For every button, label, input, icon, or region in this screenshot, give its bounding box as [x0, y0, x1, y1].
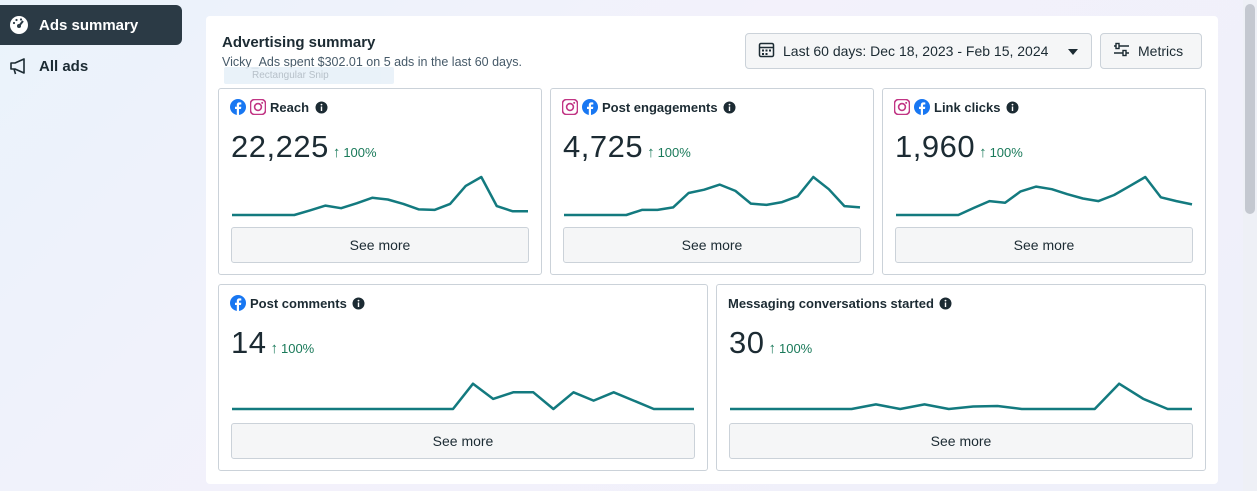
- see-more-button[interactable]: See more: [563, 227, 861, 263]
- instagram-icon: [894, 99, 910, 115]
- change-indicator: ↑ 100%: [333, 144, 377, 161]
- facebook-icon: [914, 99, 930, 115]
- sidebar-item-label: Ads summary: [39, 16, 139, 34]
- card-title: Reach: [270, 99, 310, 115]
- info-icon[interactable]: [351, 295, 367, 311]
- info-icon[interactable]: [1004, 99, 1020, 115]
- change-indicator: ↑ 100%: [768, 340, 812, 357]
- change-percent: 100%: [657, 145, 691, 160]
- card-title: Post comments: [250, 295, 347, 311]
- instagram-icon: [562, 99, 578, 115]
- sidebar-item-all-ads[interactable]: All ads: [0, 46, 182, 86]
- metric-card-reach: Reach 22,225 ↑ 100% See more: [218, 88, 542, 275]
- info-icon[interactable]: [938, 295, 954, 311]
- card-title: Post engagements: [602, 99, 718, 115]
- sparkline-series: [730, 382, 1192, 411]
- metric-value: 22,225: [231, 129, 329, 164]
- facebook-icon: [230, 99, 246, 115]
- sparkline-series: [232, 175, 528, 217]
- change-percent: 100%: [989, 145, 1023, 160]
- spend-summary: Vicky_Ads spent $302.01 on 5 ads in the …: [222, 55, 522, 69]
- date-range-selector[interactable]: Last 60 days: Dec 18, 2023 - Feb 15, 202…: [745, 33, 1092, 69]
- metric-value: 14: [231, 325, 267, 360]
- card-title: Link clicks: [934, 99, 1001, 115]
- metrics-label: Metrics: [1138, 43, 1184, 59]
- info-icon[interactable]: [722, 99, 738, 115]
- card-header: Reach: [230, 99, 329, 115]
- card-header: Post comments: [230, 295, 367, 311]
- instagram-icon: [250, 99, 266, 115]
- see-more-button[interactable]: See more: [729, 423, 1193, 459]
- sidebar-item-ads-summary[interactable]: Ads summary: [0, 5, 182, 45]
- scrollbar-thumb[interactable]: [1245, 4, 1255, 214]
- sliders-icon: [1113, 42, 1130, 60]
- metric-card-messaging-conversations: Messaging conversations started 30 ↑ 100%…: [716, 284, 1206, 471]
- change-indicator: ↑ 100%: [647, 144, 691, 161]
- see-more-button[interactable]: See more: [231, 227, 529, 263]
- metrics-button[interactable]: Metrics: [1100, 33, 1202, 69]
- card-header: Link clicks: [894, 99, 1020, 115]
- metric-value: 4,725: [563, 129, 644, 164]
- see-more-button[interactable]: See more: [895, 227, 1193, 263]
- see-more-button[interactable]: See more: [231, 423, 695, 459]
- change-percent: 100%: [280, 341, 315, 356]
- sparkline-chart: [564, 175, 861, 217]
- arrow-up-icon: ↑: [332, 144, 341, 161]
- sparkline-series: [232, 382, 694, 411]
- metric-value: 30: [729, 325, 765, 360]
- calendar-icon: [758, 41, 775, 61]
- arrow-up-icon: ↑: [270, 340, 278, 357]
- sparkline-chart: [730, 382, 1192, 411]
- metric-value-row: 1,960 ↑ 100%: [895, 129, 1023, 165]
- vertical-scrollbar[interactable]: [1243, 0, 1257, 491]
- sparkline-series: [896, 175, 1193, 217]
- sparkline-chart: [896, 175, 1193, 217]
- sparkline-chart: [232, 382, 694, 411]
- caret-down-icon: [1067, 43, 1079, 59]
- sparkline-series: [564, 175, 861, 217]
- change-indicator: ↑ 100%: [979, 144, 1023, 161]
- panel-title: Advertising summary: [222, 34, 376, 51]
- metric-card-link-clicks: Link clicks 1,960 ↑ 100% See more: [882, 88, 1206, 275]
- sparkline-chart: [232, 175, 528, 217]
- date-range-label: Last 60 days: Dec 18, 2023 - Feb 15, 202…: [783, 43, 1049, 59]
- card-title: Messaging conversations started: [728, 295, 934, 311]
- metric-value-row: 30 ↑ 100%: [729, 325, 812, 361]
- metric-card-post-engagements: Post engagements 4,725 ↑ 100% See more: [550, 88, 874, 275]
- arrow-up-icon: ↑: [979, 144, 987, 161]
- rectangular-snip-overlay: Rectangular Snip: [224, 67, 394, 84]
- metric-card-post-comments: Post comments 14 ↑ 100% See more: [218, 284, 708, 471]
- dashboard-gauge-icon: [8, 14, 30, 36]
- card-header: Post engagements: [562, 99, 738, 115]
- sidebar-item-label: All ads: [39, 57, 89, 75]
- arrow-up-icon: ↑: [768, 340, 776, 357]
- info-icon[interactable]: [313, 99, 329, 115]
- metric-value: 1,960: [895, 129, 976, 164]
- facebook-icon: [230, 295, 246, 311]
- metric-value-row: 14 ↑ 100%: [231, 325, 314, 361]
- advertising-summary-panel: Advertising summary Vicky_Ads spent $302…: [206, 16, 1218, 484]
- megaphone-icon: [8, 55, 30, 77]
- facebook-icon: [582, 99, 598, 115]
- change-percent: 100%: [778, 341, 813, 356]
- arrow-up-icon: ↑: [647, 144, 655, 161]
- change-indicator: ↑ 100%: [270, 340, 314, 357]
- metric-value-row: 22,225 ↑ 100%: [231, 129, 377, 165]
- change-percent: 100%: [343, 145, 377, 160]
- card-header: Messaging conversations started: [728, 295, 954, 311]
- sidebar: Ads summary All ads: [0, 0, 190, 491]
- metric-value-row: 4,725 ↑ 100%: [563, 129, 691, 165]
